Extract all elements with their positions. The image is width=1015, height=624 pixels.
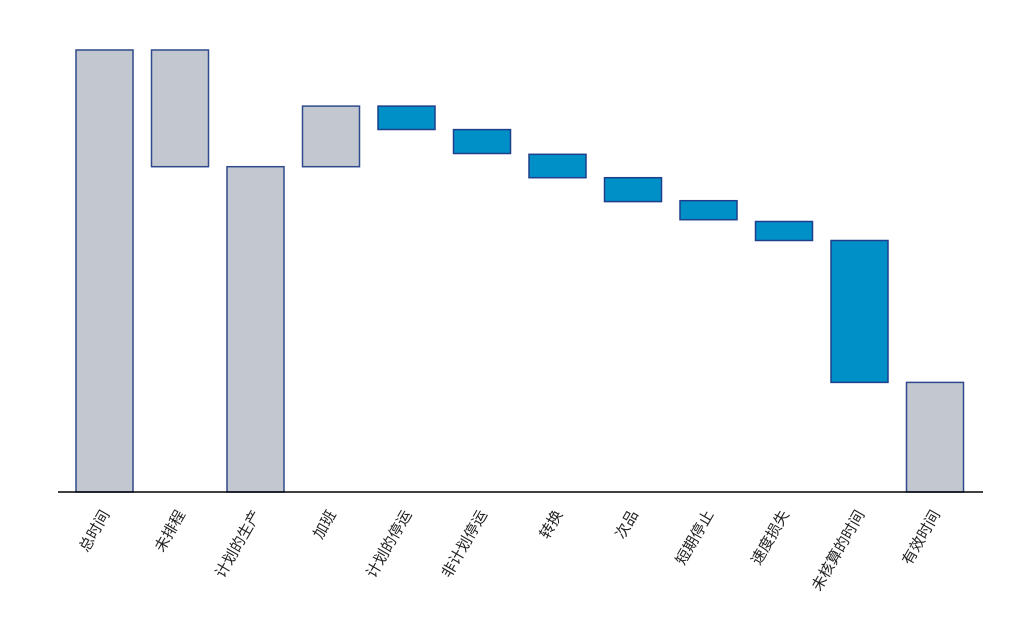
bar-7-loss xyxy=(528,153,587,179)
x-tick-label-12: 有效时间 xyxy=(898,507,944,568)
bars-layer xyxy=(75,49,965,493)
bar-9-loss xyxy=(679,199,738,221)
x-tick-label-1: 总时间 xyxy=(75,507,113,555)
x-tick-label-5: 计划的停运 xyxy=(362,507,415,581)
x-tick-label-10: 速度损失 xyxy=(747,507,793,568)
bar-3-total xyxy=(226,165,285,493)
x-tick-label-3: 计划的生产 xyxy=(211,507,264,581)
x-tick-label-9: 短期停止 xyxy=(672,507,718,568)
bar-12-total xyxy=(905,381,965,493)
bar-5-loss xyxy=(377,105,436,131)
bar-6-loss xyxy=(452,128,512,155)
x-tick-label-4: 加班 xyxy=(309,507,340,542)
x-tick-label-8: 次品 xyxy=(611,507,642,542)
x-tick-label-6: 非计划停运 xyxy=(438,507,491,581)
bar-10-loss xyxy=(754,220,814,242)
x-tick-label-7: 转换 xyxy=(536,507,567,542)
bar-2-total xyxy=(150,49,210,168)
category-labels: 总时间 未排程 计划的生产 加班 计划的停运 非计划停运 转换 次品 短期停止 速度损失 未核算的时… xyxy=(75,507,944,594)
bar-1-total xyxy=(75,49,134,493)
x-tick-label-11: 未核算的时间 xyxy=(808,507,869,594)
bar-11-loss xyxy=(830,239,889,384)
x-tick-label-2: 未排程 xyxy=(151,507,189,555)
bar-4-total xyxy=(301,105,361,168)
bar-8-loss xyxy=(603,176,663,203)
